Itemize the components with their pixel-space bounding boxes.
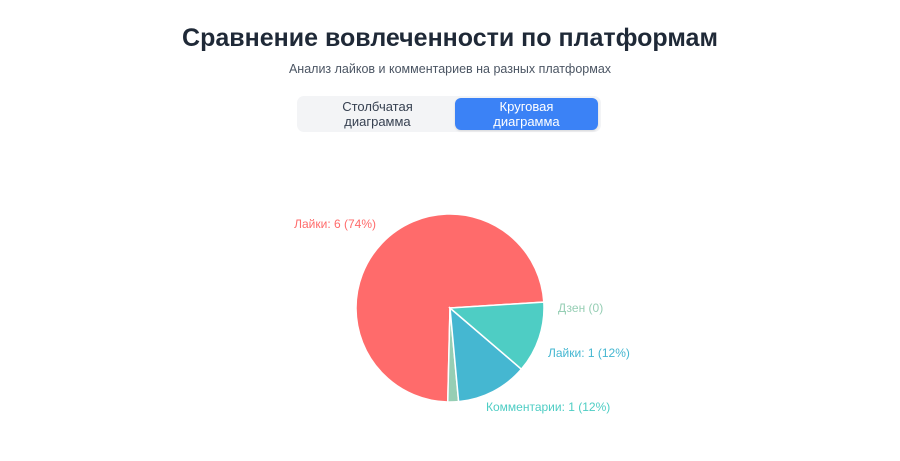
pie-chart-button[interactable]: Круговая диаграмма bbox=[454, 98, 598, 130]
page-title: Сравнение вовлеченности по платформам bbox=[182, 24, 718, 52]
page-subtitle: Анализ лайков и комментариев на разных п… bbox=[288, 62, 612, 76]
pie-slice[interactable] bbox=[448, 301, 545, 371]
chart-type-toggle: Столбчатая диаграмма Круговая диаграмма bbox=[297, 96, 601, 132]
pie-chart: Лайки: 6 (74%) Дзен (0) Лайки: 1 (12%) Комм… bbox=[294, 213, 630, 414]
pie-slice-label: Лайки: 1 (12%) bbox=[548, 346, 630, 360]
pie-slice-label: Лайки: 6 (74%) bbox=[294, 217, 376, 231]
pie-slice-label: Дзен (0) bbox=[558, 301, 603, 315]
bar-chart-button[interactable]: Столбчатая диаграмма bbox=[300, 98, 455, 130]
pie-slice[interactable] bbox=[449, 306, 523, 403]
pie-slice-label: Комментарии: 1 (12%) bbox=[486, 400, 610, 414]
